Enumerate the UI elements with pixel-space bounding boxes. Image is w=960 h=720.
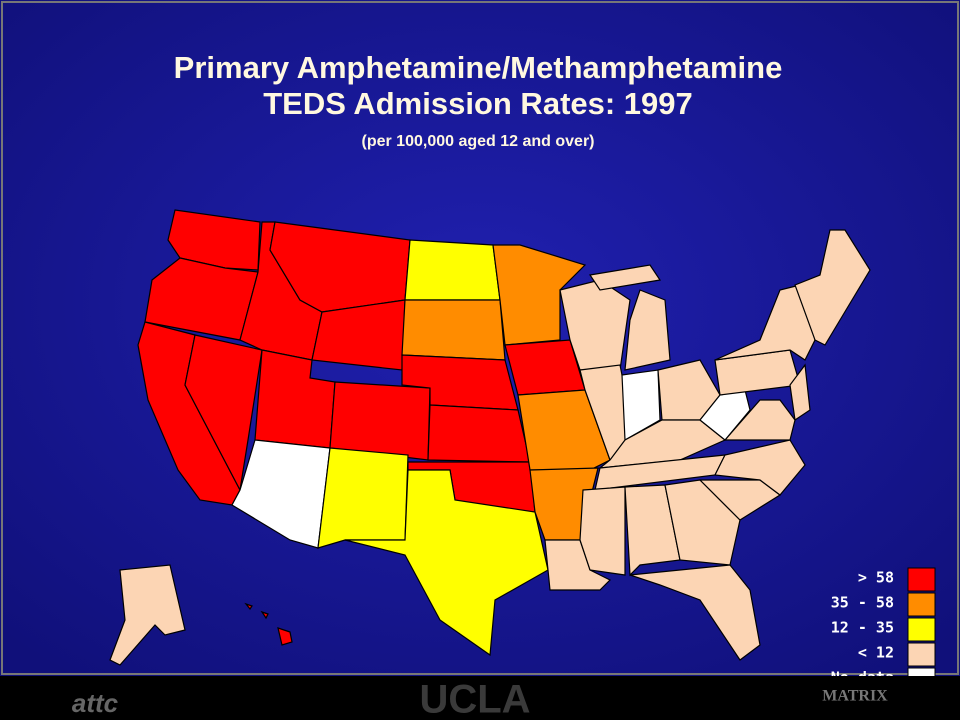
legend-label: 12 - 35 [831,619,894,637]
matrix-logo: MATRIX [822,688,888,705]
state [714,439,806,496]
state [794,229,871,346]
state [723,399,796,441]
frame [1,1,959,675]
state [244,602,253,611]
state [329,381,431,461]
state [621,369,661,442]
state [277,627,293,646]
state [317,447,409,549]
ucla-logo: UCLA [419,678,530,720]
title-line1: Primary Amphetamine/Methamphetamine [174,50,783,85]
state [624,289,671,371]
legend-swatch [907,567,936,592]
state [401,299,506,361]
title-line2: TEDS Admission Rates: 1997 [263,86,693,121]
subtitle: (per 100,000 aged 12 and over) [362,133,595,150]
state [184,334,263,492]
state [492,244,587,346]
us-map [109,209,871,666]
legend-swatch [907,642,936,667]
legend-label: > 58 [858,569,894,587]
state [699,389,751,441]
legend-label: < 12 [858,644,894,662]
state [517,389,611,471]
legend-swatch [907,592,936,617]
state [344,469,549,657]
state [629,564,761,661]
state [404,239,501,301]
state [427,404,531,463]
footer-band [0,676,960,720]
state [624,484,681,577]
state [260,610,269,620]
attc-logo: attc [72,688,119,718]
state [789,363,811,422]
state [109,564,186,666]
legend-swatch [907,617,936,642]
legend-label: 35 - 58 [831,594,894,612]
state [579,486,626,576]
state [588,264,662,291]
